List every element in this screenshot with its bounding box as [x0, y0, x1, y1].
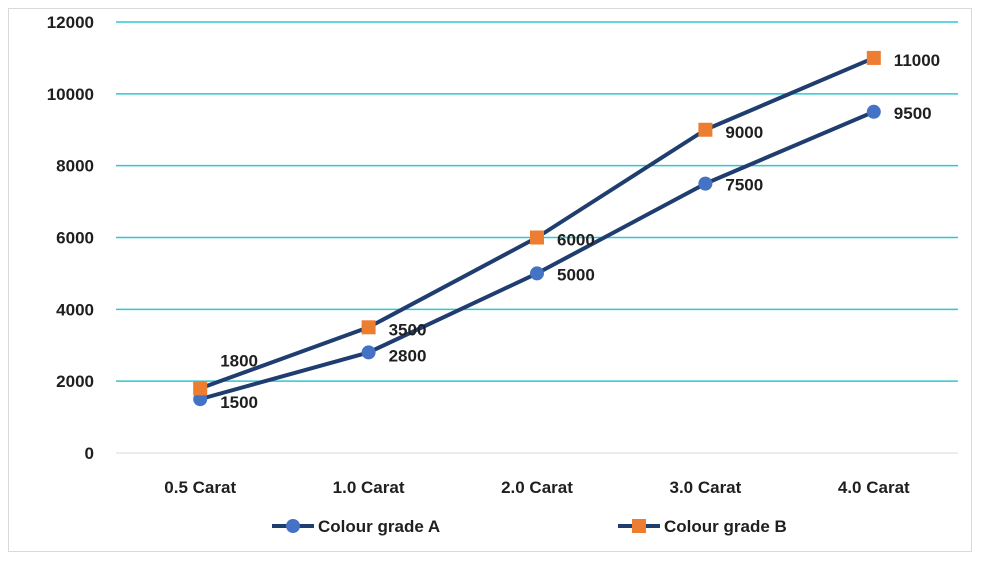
data-point-marker: [361, 345, 376, 360]
chart-frame: [8, 8, 972, 552]
data-point-marker: [530, 266, 544, 281]
y-tick-label: 10000: [47, 85, 94, 104]
legend: Colour grade A Colour grade B: [272, 517, 787, 536]
y-tick-label: 4000: [56, 300, 94, 319]
data-point-marker: [361, 320, 376, 335]
data-point-marker: [698, 176, 713, 191]
x-tick-label: 3.0 Carat: [669, 478, 741, 497]
data-point-marker: [193, 381, 208, 396]
series-lines: [198, 55, 876, 402]
data-label: 2800: [389, 346, 427, 365]
data-label: 1500: [220, 393, 258, 412]
x-axis-ticks: 0.5 Carat 1.0 Carat 2.0 Carat 3.0 Carat 4.0 …: [164, 478, 910, 497]
data-point-marker: [866, 104, 881, 119]
legend-marker: [632, 519, 646, 533]
data-label: 11000: [894, 51, 940, 70]
data-label: 6000: [557, 231, 595, 250]
data-label: 1800: [220, 351, 258, 370]
legend-marker: [286, 519, 300, 533]
legend-label: Colour grade A: [318, 517, 440, 536]
y-tick-label: 0: [85, 444, 94, 463]
data-label: 3500: [389, 320, 427, 339]
data-point-marker: [193, 392, 208, 407]
x-tick-label: 2.0 Carat: [501, 478, 573, 497]
y-tick-label: 8000: [56, 157, 94, 176]
legend-label: Colour grade B: [664, 517, 787, 536]
data-labels: 1500 2800 5000 7500 9500 1800 3500 6000 9000 1100…: [220, 51, 940, 412]
data-point-marker: [698, 122, 713, 137]
y-axis-ticks: 0 2000 4000 6000 8000 10000 12000: [47, 13, 94, 463]
x-tick-label: 4.0 Carat: [838, 478, 910, 497]
series-line-colour-grade-a: [198, 109, 876, 402]
y-tick-label: 6000: [56, 229, 94, 248]
data-point-marker: [530, 230, 544, 245]
data-point-marker: [866, 50, 881, 65]
data-label: 9500: [894, 104, 932, 123]
x-tick-label: 0.5 Carat: [164, 478, 236, 497]
series-line-colour-grade-b: [198, 55, 876, 391]
data-label: 9000: [725, 123, 763, 142]
gridlines: [116, 21, 958, 454]
y-tick-label: 12000: [47, 13, 94, 32]
x-tick-label: 1.0 Carat: [333, 478, 405, 497]
series-markers: [193, 50, 881, 407]
data-label: 7500: [725, 176, 763, 195]
data-label: 5000: [557, 265, 595, 284]
y-tick-label: 2000: [56, 372, 94, 391]
